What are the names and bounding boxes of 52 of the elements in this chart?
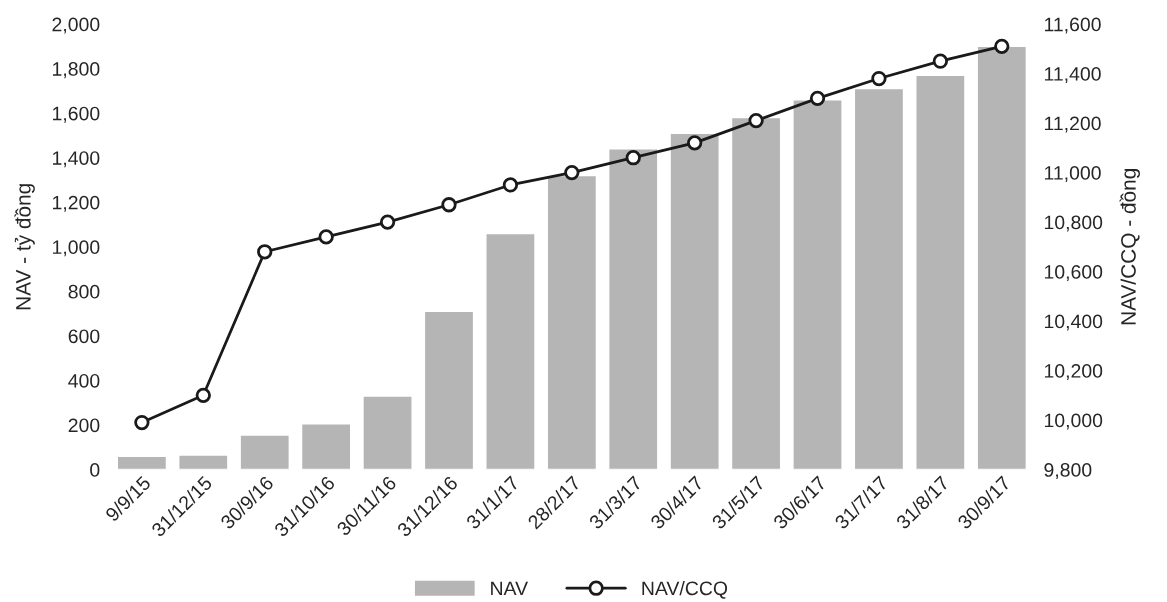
y-tick-label: 1,200 (53, 195, 100, 212)
point (379, 214, 396, 230)
y-tick-label: 400 (68, 373, 100, 388)
point (134, 414, 150, 431)
bar (915, 74, 966, 470)
y-tick-label: 1,400 (53, 151, 100, 168)
y-tick-label: 1,600 (53, 106, 100, 123)
point (932, 53, 948, 69)
point (441, 197, 457, 213)
y-tick-label: 600 (68, 329, 100, 344)
bar (116, 455, 168, 470)
y-tick-label: 1,800 (53, 62, 100, 79)
y2-tick-label: 10,400 (1044, 314, 1103, 331)
point (994, 38, 1010, 54)
point (195, 387, 211, 403)
y2-tick-label: 11,400 (1044, 67, 1101, 84)
y2-axis-title: NAV/CCQ - đồng (1119, 169, 1140, 325)
y-tick-label: 0 (90, 463, 100, 477)
bar (300, 423, 352, 470)
bar (730, 116, 782, 470)
y2-tick-label: 10,200 (1044, 364, 1103, 381)
point (871, 70, 887, 87)
y-tick-label: 800 (68, 284, 100, 299)
y2-tick-label: 11,200 (1044, 116, 1101, 133)
point (257, 244, 273, 260)
bar (423, 310, 475, 470)
bar (607, 148, 659, 470)
bar (485, 232, 536, 470)
y2-tick-label: 10,000 (1044, 413, 1103, 430)
bar (362, 395, 413, 470)
y2-tick-label: 11,600 (1044, 17, 1101, 34)
bar (669, 132, 720, 470)
y2-tick-label: 9,800 (1044, 463, 1092, 480)
bar (178, 454, 229, 470)
point (502, 177, 519, 193)
legend-label: NAV/CCQ (642, 580, 728, 599)
y2-tick-label: 10,600 (1044, 265, 1103, 282)
point (318, 229, 334, 245)
bar (239, 434, 290, 470)
point (809, 90, 826, 106)
y-tick-label: 1,000 (53, 240, 100, 257)
point (564, 164, 580, 181)
y-tick-label: 200 (68, 418, 100, 433)
y2-tick-label: 10,800 (1044, 215, 1103, 232)
y-tick-label: 2,000 (52, 17, 100, 34)
legend-label: NAV (491, 581, 528, 596)
y-axis-title: NAV - tỷ đồng (14, 184, 35, 310)
y2-tick-label: 11,000 (1044, 166, 1101, 183)
bar (853, 87, 905, 470)
point (687, 135, 703, 151)
point (748, 112, 764, 129)
point (625, 150, 641, 166)
